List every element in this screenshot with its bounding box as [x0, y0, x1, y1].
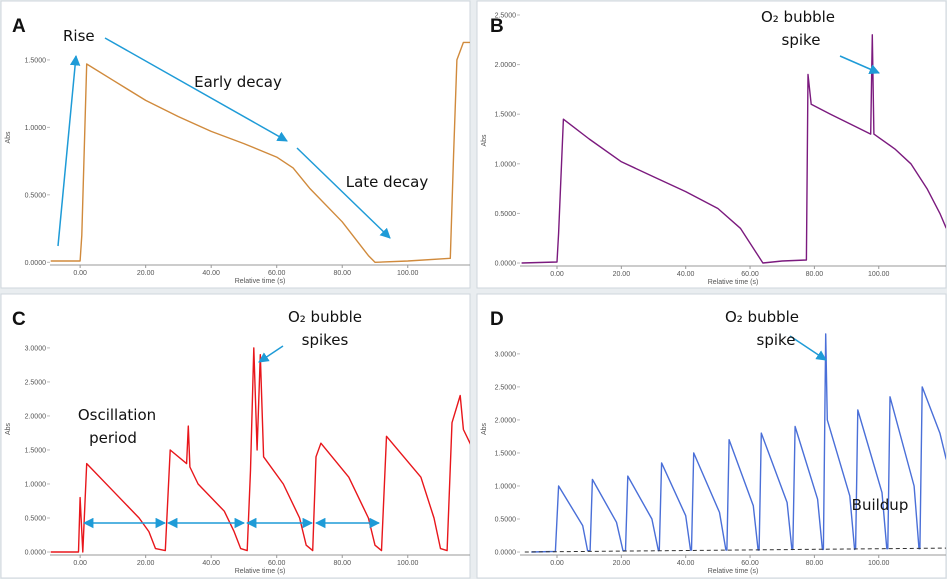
- y-tick-label: 0.0000: [495, 550, 517, 557]
- annotation: spike: [782, 31, 821, 49]
- x-tick-label: 20.00: [613, 271, 631, 278]
- x-tick-label: 100.00: [868, 560, 890, 567]
- panel-frame: [476, 0, 947, 289]
- x-tick-label: 20.00: [137, 560, 155, 567]
- x-tick-label: 60.00: [741, 560, 759, 567]
- y-tick-label: 1.0000: [25, 481, 47, 488]
- y-axis-label: Abs: [5, 422, 12, 435]
- annotation: spike: [757, 331, 796, 349]
- y-tick-label: 0.0000: [25, 260, 47, 267]
- panel-letter: B: [490, 16, 504, 37]
- x-axis-label: Relative time (s): [708, 279, 759, 286]
- y-tick-label: 0.5000: [495, 517, 517, 524]
- annotation: period: [89, 429, 137, 447]
- x-tick-label: 40.00: [202, 560, 220, 567]
- panel: 0.00 20.00 40.00 60.00 80.00 100.00 0.0000 0.50…: [0, 0, 471, 289]
- arrow: [57, 54, 81, 247]
- x-tick-label: 0.00: [550, 271, 564, 278]
- x-tick-label: 60.00: [268, 270, 286, 277]
- annotation: O₂ bubble: [761, 8, 835, 26]
- arrow: [296, 147, 391, 239]
- y-tick-label: 1.0000: [495, 161, 517, 168]
- x-tick-label: 20.00: [613, 560, 631, 567]
- panel-frame: [476, 293, 947, 579]
- y-tick-label: 1.0000: [495, 483, 517, 490]
- y-tick-label: 0.0000: [495, 261, 517, 268]
- y-tick-label: 2.5000: [25, 379, 47, 386]
- annotation: Rise: [63, 27, 95, 45]
- data-line: [521, 34, 946, 264]
- y-tick-label: 2.0000: [495, 417, 517, 424]
- x-tick-label: 100.00: [397, 560, 419, 567]
- x-tick-label: 100.00: [397, 270, 419, 277]
- y-tick-label: 1.0000: [25, 125, 47, 132]
- y-axis-label: Abs: [5, 131, 12, 144]
- arrow: [104, 37, 288, 142]
- x-axis-label: Relative time (s): [235, 278, 286, 285]
- annotation: Oscillation: [78, 406, 156, 424]
- x-tick-label: 0.00: [73, 270, 87, 277]
- x-axis-label: Relative time (s): [708, 568, 759, 575]
- y-tick-label: 0.5000: [495, 211, 517, 218]
- x-tick-label: 20.00: [137, 270, 155, 277]
- x-tick-label: 100.00: [868, 271, 890, 278]
- annotation: spikes: [302, 331, 349, 349]
- y-tick-label: 3.0000: [25, 345, 47, 352]
- y-axis-label: Abs: [481, 134, 488, 147]
- annotation: Early decay: [194, 73, 282, 91]
- x-axis-label: Relative time (s): [235, 568, 286, 575]
- y-tick-label: 0.5000: [25, 515, 47, 522]
- x-tick-label: 80.00: [333, 560, 351, 567]
- data-line: [50, 41, 470, 263]
- panel: 0.00 20.00 40.00 60.00 80.00 100.00 0.0000 0.50…: [476, 293, 947, 579]
- panel: 0.00 20.00 40.00 60.00 80.00 100.00 0.0000 0.50…: [0, 293, 471, 579]
- y-tick-label: 2.5000: [495, 13, 517, 20]
- arrow: [258, 345, 284, 363]
- y-tick-label: 1.5000: [25, 447, 47, 454]
- y-tick-label: 2.5000: [495, 384, 517, 391]
- data-line: [524, 547, 946, 553]
- x-tick-label: 0.00: [550, 560, 564, 567]
- x-tick-label: 60.00: [268, 560, 286, 567]
- panel-frame: [0, 0, 471, 289]
- data-line: [50, 347, 470, 553]
- annotation: O₂ bubble: [725, 308, 799, 326]
- x-tick-label: 80.00: [806, 271, 824, 278]
- x-tick-label: 40.00: [677, 560, 695, 567]
- arrow: [839, 55, 880, 75]
- y-tick-label: 3.0000: [495, 351, 517, 358]
- y-tick-label: 0.5000: [25, 192, 47, 199]
- annotation: Late decay: [346, 173, 429, 191]
- arrow: [789, 335, 827, 361]
- x-tick-label: 40.00: [677, 271, 695, 278]
- x-tick-label: 80.00: [806, 560, 824, 567]
- y-axis-label: Abs: [481, 422, 488, 435]
- panel-letter: A: [12, 16, 26, 37]
- y-tick-label: 0.0000: [25, 550, 47, 557]
- y-tick-label: 1.5000: [495, 450, 517, 457]
- panel-letter: C: [12, 309, 26, 330]
- x-tick-label: 0.00: [73, 560, 87, 567]
- y-tick-label: 2.0000: [495, 62, 517, 69]
- x-tick-label: 80.00: [333, 270, 351, 277]
- panel-letter: D: [490, 309, 504, 330]
- x-tick-label: 60.00: [741, 271, 759, 278]
- panel: 0.00 20.00 40.00 60.00 80.00 100.00 0.0000 0.50…: [476, 0, 947, 289]
- y-tick-label: 1.5000: [495, 112, 517, 119]
- x-tick-label: 40.00: [202, 270, 220, 277]
- annotation: Buildup: [852, 496, 909, 514]
- y-tick-label: 1.5000: [25, 57, 47, 64]
- y-tick-label: 2.0000: [25, 413, 47, 420]
- annotation: O₂ bubble: [288, 308, 362, 326]
